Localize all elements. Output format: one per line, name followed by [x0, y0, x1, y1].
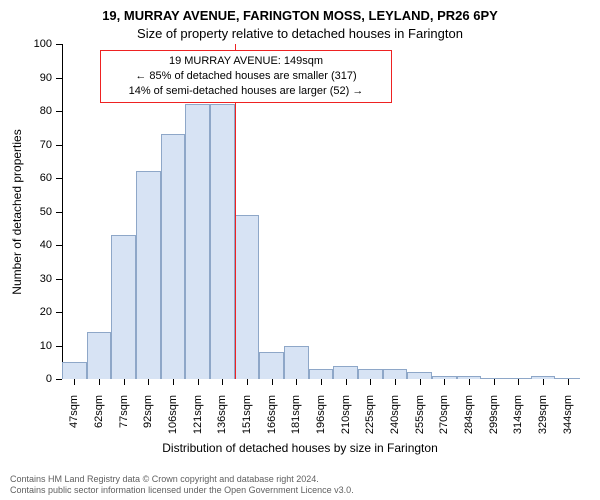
x-tick-label: 240sqm	[389, 395, 401, 445]
y-tick	[56, 178, 62, 179]
x-tick-label: 121sqm	[192, 395, 204, 445]
x-tick	[469, 379, 470, 385]
y-tick-label: 10	[0, 340, 52, 352]
y-tick	[56, 245, 62, 246]
histogram-bar	[309, 369, 334, 379]
x-tick	[568, 379, 569, 385]
histogram-bar	[210, 104, 235, 379]
histogram-bar	[259, 352, 284, 379]
x-tick	[444, 379, 445, 385]
annotation-line: ← 85% of detached houses are smaller (31…	[109, 69, 383, 84]
histogram-bar	[383, 369, 408, 379]
y-tick-label: 70	[0, 139, 52, 151]
x-tick	[222, 379, 223, 385]
x-tick-label: 62sqm	[93, 395, 105, 445]
x-tick-label: 210sqm	[340, 395, 352, 445]
histogram-bar	[407, 372, 432, 379]
x-tick	[74, 379, 75, 385]
x-tick-label: 92sqm	[142, 395, 154, 445]
x-tick-label: 136sqm	[216, 395, 228, 445]
y-tick-label: 90	[0, 72, 52, 84]
x-tick	[420, 379, 421, 385]
histogram-bar	[161, 134, 186, 379]
x-tick	[173, 379, 174, 385]
y-tick-label: 80	[0, 105, 52, 117]
x-tick	[518, 379, 519, 385]
x-tick	[148, 379, 149, 385]
footer-line: Contains HM Land Registry data © Crown c…	[10, 474, 354, 485]
x-tick-label: 225sqm	[364, 395, 376, 445]
y-tick	[56, 145, 62, 146]
annotation-box: 19 MURRAY AVENUE: 149sqm← 85% of detache…	[100, 50, 392, 103]
x-tick-label: 314sqm	[512, 395, 524, 445]
chart-subtitle: Size of property relative to detached ho…	[0, 26, 600, 41]
x-tick	[124, 379, 125, 385]
histogram-bar	[136, 171, 161, 379]
x-tick-label: 47sqm	[68, 395, 80, 445]
y-tick-label: 30	[0, 273, 52, 285]
x-tick	[346, 379, 347, 385]
x-tick-label: 166sqm	[266, 395, 278, 445]
x-tick	[395, 379, 396, 385]
x-tick-label: 151sqm	[241, 395, 253, 445]
x-tick-label: 196sqm	[315, 395, 327, 445]
histogram-bar	[185, 104, 210, 379]
annotation-line: 19 MURRAY AVENUE: 149sqm	[109, 54, 383, 69]
y-tick	[56, 44, 62, 45]
histogram-bar	[333, 366, 358, 379]
histogram-bar	[235, 215, 260, 379]
histogram-bar	[111, 235, 136, 379]
y-tick-label: 0	[0, 373, 52, 385]
x-tick	[494, 379, 495, 385]
histogram-bar	[62, 362, 87, 379]
footer-attribution: Contains HM Land Registry data © Crown c…	[10, 474, 354, 497]
histogram-bar	[358, 369, 383, 379]
y-tick	[56, 212, 62, 213]
x-tick-label: 329sqm	[537, 395, 549, 445]
histogram-bar	[284, 346, 309, 380]
y-tick-label: 20	[0, 306, 52, 318]
y-tick	[56, 312, 62, 313]
x-tick-label: 181sqm	[290, 395, 302, 445]
footer-line: Contains public sector information licen…	[10, 485, 354, 496]
x-tick	[321, 379, 322, 385]
x-tick-label: 77sqm	[118, 395, 130, 445]
y-tick	[56, 279, 62, 280]
y-tick	[56, 111, 62, 112]
y-tick-label: 50	[0, 206, 52, 218]
y-tick	[56, 379, 62, 380]
x-tick-label: 270sqm	[438, 395, 450, 445]
x-tick	[198, 379, 199, 385]
histogram-bar	[87, 332, 112, 379]
x-tick-label: 299sqm	[488, 395, 500, 445]
x-tick	[296, 379, 297, 385]
y-tick-label: 60	[0, 172, 52, 184]
x-tick	[272, 379, 273, 385]
y-tick-label: 100	[0, 38, 52, 50]
annotation-line: 14% of semi-detached houses are larger (…	[109, 84, 383, 99]
x-tick	[247, 379, 248, 385]
x-tick-label: 255sqm	[414, 395, 426, 445]
x-tick-label: 106sqm	[167, 395, 179, 445]
y-tick-label: 40	[0, 239, 52, 251]
x-tick	[543, 379, 544, 385]
page-title: 19, MURRAY AVENUE, FARINGTON MOSS, LEYLA…	[0, 8, 600, 23]
x-tick	[99, 379, 100, 385]
x-tick-label: 284sqm	[463, 395, 475, 445]
x-tick-label: 344sqm	[562, 395, 574, 445]
y-tick	[56, 78, 62, 79]
y-tick	[56, 346, 62, 347]
x-tick	[370, 379, 371, 385]
